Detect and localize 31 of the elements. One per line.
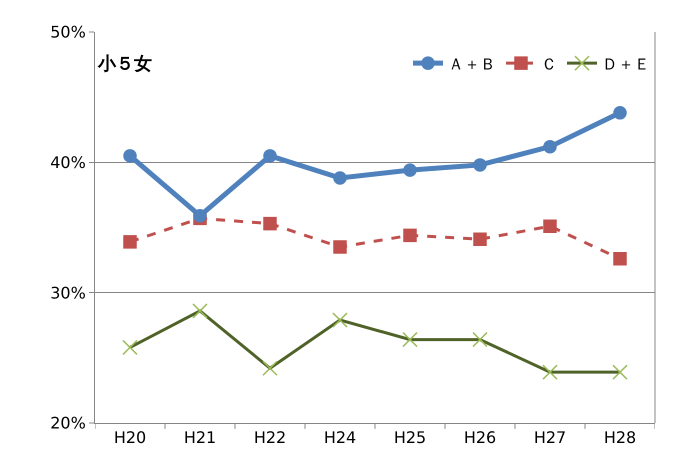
point: [123, 149, 137, 163]
x-tick-label: H20: [114, 428, 146, 448]
point: [613, 106, 627, 120]
point: [543, 140, 557, 154]
point: [473, 232, 487, 246]
point: [543, 219, 557, 233]
y-tick-label: 50%: [50, 22, 86, 42]
x-tick-label: H26: [464, 428, 496, 448]
point: [263, 149, 277, 163]
y-tick-label: 40%: [50, 152, 86, 172]
legend-label: Ａ＋Ｂ: [448, 54, 496, 74]
point: [403, 228, 417, 242]
point: [193, 209, 207, 223]
x-tick-label: H22: [254, 428, 286, 448]
point: [123, 235, 137, 249]
y-tick-label: 20%: [50, 414, 86, 433]
x-tick-label: H25: [394, 428, 426, 448]
x-tick-label: H27: [534, 428, 566, 448]
legend-label: Ｃ: [541, 54, 557, 74]
point: [613, 252, 627, 266]
point: [473, 158, 487, 172]
point: [333, 240, 347, 254]
text: 小５女: [96, 54, 152, 75]
point: [403, 163, 417, 177]
y-tick-label: 30%: [50, 283, 86, 302]
x-tick-label: H28: [604, 428, 636, 448]
legend-label: Ｄ＋Ｅ: [602, 54, 650, 74]
point: [263, 216, 277, 230]
x-tick-label: H21: [184, 428, 216, 448]
point: [333, 171, 347, 185]
x-tick-label: H24: [324, 428, 356, 448]
